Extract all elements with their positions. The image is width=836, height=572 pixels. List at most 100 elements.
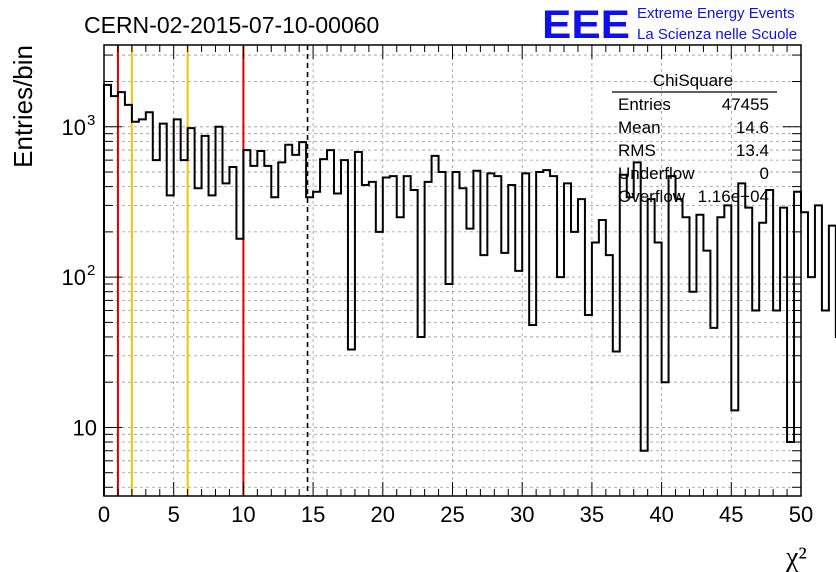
histogram-bin (132, 122, 139, 496)
histogram-bin (390, 176, 397, 496)
histogram-bin (620, 175, 627, 496)
histogram-bin (439, 172, 446, 496)
histogram-bin (181, 160, 188, 496)
histogram-bin (822, 310, 829, 496)
histogram-bin (571, 232, 578, 496)
histogram-bin (543, 170, 550, 496)
histogram-bin (229, 167, 236, 496)
stats-value-overflow: 1.16e+04 (698, 187, 769, 206)
histogram-bin (522, 173, 529, 496)
histogram-bin (752, 310, 759, 496)
histogram-bin (578, 199, 585, 496)
histogram-bin (773, 310, 780, 496)
logo-mark: EEE (542, 3, 630, 47)
histogram-bin (508, 185, 515, 496)
histogram-bin (606, 255, 613, 496)
histogram-outline (103, 83, 836, 496)
histogram-bin (745, 208, 752, 496)
histogram-bin (341, 160, 348, 496)
stats-value-underflow: 0 (760, 164, 769, 183)
histogram-bin (689, 292, 696, 496)
histogram-bin (676, 199, 683, 496)
histogram-bin (703, 251, 710, 496)
histogram-bin (285, 145, 292, 496)
histogram-bin (236, 239, 243, 496)
histogram-bin (306, 197, 313, 496)
histogram-bin (446, 284, 453, 496)
histogram-bin (550, 176, 557, 496)
histogram-bin (662, 382, 669, 496)
histogram-bin (459, 188, 466, 496)
histogram-bin (153, 160, 160, 496)
y-tick-exponent: 3 (87, 112, 95, 129)
y-axis-title: Entries/bin (8, 45, 38, 168)
y-tick-label: 10 (73, 415, 97, 440)
histogram-bin (160, 124, 167, 496)
histogram-bin (355, 152, 362, 496)
histogram-bin (348, 350, 355, 496)
histogram-bin (710, 328, 717, 496)
histogram-bin (202, 136, 209, 496)
histogram-bin (494, 176, 501, 496)
histogram-bin (404, 176, 411, 496)
histogram-bin (669, 176, 676, 496)
histogram-bin (634, 162, 641, 496)
histogram-bin (264, 166, 271, 496)
x-tick-label: 20 (371, 502, 395, 527)
stats-value-mean: 14.6 (736, 118, 769, 137)
histogram-bin (216, 127, 223, 496)
histogram-bin (362, 185, 369, 496)
histogram-bin (397, 217, 404, 496)
histogram-bin (717, 217, 724, 496)
stats-label-overflow: Overflow (618, 187, 686, 206)
stats-label-underflow: Underflow (618, 164, 695, 183)
x-tick-label: 5 (168, 502, 180, 527)
histogram-bin (111, 96, 118, 496)
histogram-bin (425, 182, 432, 496)
axis-ticks (103, 45, 802, 496)
histogram-bin (167, 195, 174, 496)
histogram-bin (801, 212, 808, 496)
histogram-bin (257, 151, 264, 496)
histogram-bin (313, 192, 320, 496)
histogram-bin (188, 128, 195, 496)
histogram-bin (473, 171, 480, 496)
y-tick-exponent: 2 (87, 262, 95, 279)
x-tick-labels: 0 5 10 15 20 25 30 35 40 45 50 (98, 502, 813, 527)
histogram-bin (195, 188, 202, 496)
histogram-bin (564, 183, 571, 496)
histogram-bin (453, 172, 460, 496)
histogram-bin (641, 451, 648, 496)
x-tick-label: 50 (789, 502, 813, 527)
x-tick-label: 0 (98, 502, 110, 527)
stats-box: ChiSquare Entries 47455 Mean 14.6 RMS 13.4 Und… (612, 71, 777, 206)
stats-value-entries: 47455 (722, 95, 769, 114)
histogram-bin (829, 226, 836, 496)
histogram-bin (334, 193, 341, 496)
histogram-bin (696, 215, 703, 496)
histogram-bin (209, 195, 216, 496)
histogram-bin (787, 442, 794, 496)
y-tick-label: 10 (62, 265, 86, 290)
histogram-bin (599, 220, 606, 496)
histogram-bin (592, 242, 599, 496)
histogram-bin (174, 119, 181, 496)
histogram-bin (501, 253, 508, 496)
histogram-bin (243, 150, 250, 496)
x-tick-label: 10 (231, 502, 255, 527)
histogram-bin (627, 197, 634, 496)
x-tick-label: 35 (580, 502, 604, 527)
eee-logo: EEE Extreme Energy Events La Scienza nel… (542, 3, 797, 47)
histogram-bin (683, 217, 690, 496)
histogram-bars (103, 83, 836, 496)
x-tick-label: 40 (649, 502, 673, 527)
stats-value-rms: 13.4 (736, 141, 769, 160)
histogram-bin (327, 150, 334, 496)
histogram-bin (292, 155, 299, 496)
histogram-bin (222, 183, 229, 496)
histogram-bin (808, 277, 815, 496)
histogram-bin (250, 166, 257, 496)
x-tick-label: 25 (440, 502, 464, 527)
histogram-bin (655, 242, 662, 496)
